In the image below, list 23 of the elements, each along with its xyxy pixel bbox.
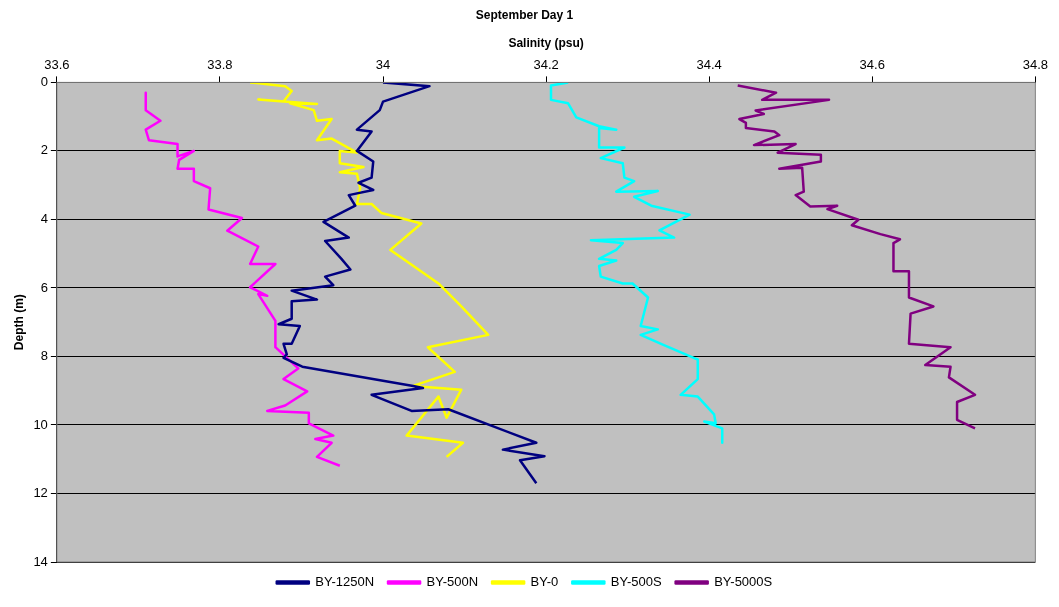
y-tick-label: 6 (40, 279, 48, 295)
x-tick-label: 33.6 (44, 57, 70, 73)
chart-title: September Day 1 (475, 7, 574, 22)
x-tick-label: 34.2 (533, 57, 559, 73)
legend-label: BY-5000S (714, 574, 773, 590)
y-tick-label: 2 (40, 142, 48, 158)
x-tick-label: 34.4 (696, 57, 722, 73)
legend-label: BY-500S (610, 574, 662, 590)
legend-label: BY-0 (530, 574, 559, 590)
y-tick-label: 0 (40, 73, 48, 89)
y-tick-label: 8 (40, 348, 48, 364)
x-tick-label: 33.8 (207, 57, 233, 73)
x-tick-label: 34.6 (859, 57, 885, 73)
y-tick-label: 12 (33, 485, 48, 501)
legend-label: BY-1250N (315, 574, 375, 590)
y-tick-label: 4 (40, 211, 48, 227)
x-tick-label: 34 (375, 57, 391, 73)
x-axis-title: Salinity (psu) (508, 35, 584, 50)
y-tick-label: 14 (33, 553, 48, 569)
legend-label: BY-500N (426, 574, 479, 590)
x-tick-label: 34.8 (1022, 57, 1049, 73)
y-axis-title: Depth (m) (11, 294, 26, 351)
y-tick-label: 10 (33, 416, 48, 432)
